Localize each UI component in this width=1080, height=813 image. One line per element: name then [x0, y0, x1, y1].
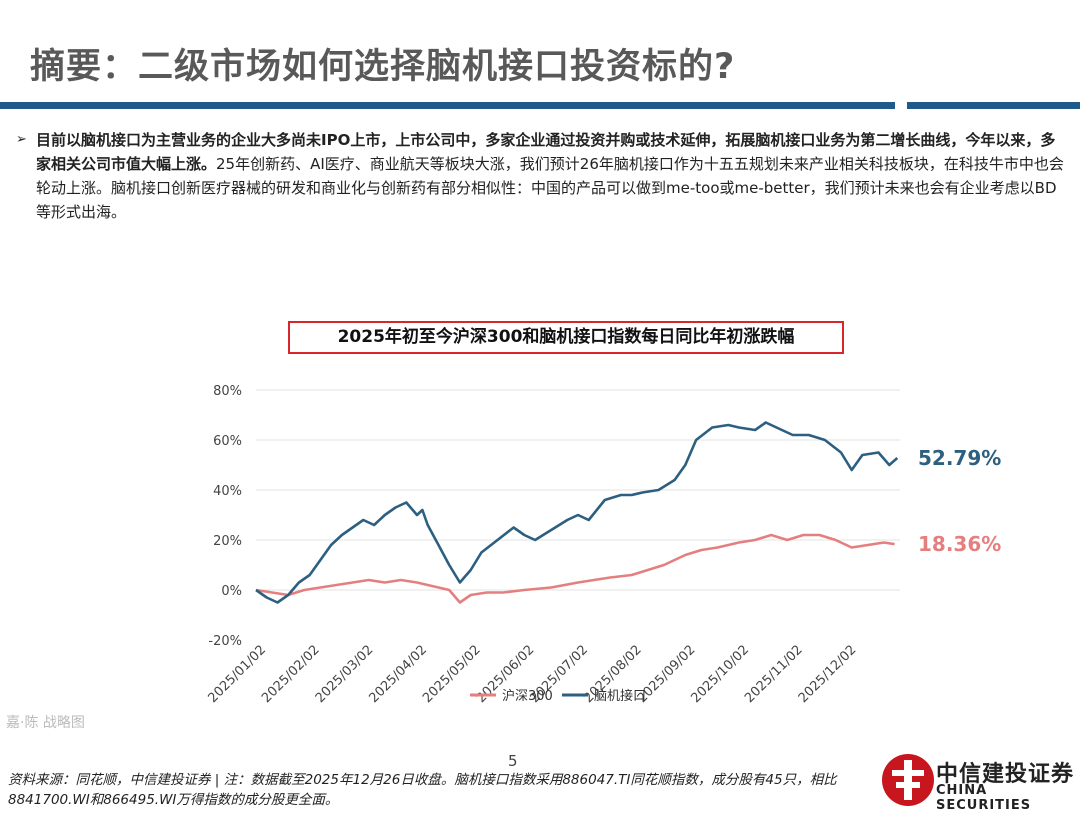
- series-line-1: [255, 421, 899, 604]
- line-chart: 80%60%40%20%0%-20%2025/01/022025/02/0220…: [205, 384, 1001, 706]
- title-divider: [0, 102, 895, 109]
- summary-paragraph: 目前以脑机接口为主营业务的企业大多尚未IPO上市，上市公司中，多家企业通过投资并…: [36, 128, 1066, 224]
- y-tick-label: 20%: [213, 534, 242, 549]
- chart-title: 2025年初至今沪深300和脑机接口指数每日同比年初涨跌幅: [288, 321, 844, 354]
- series-end-label: 18.36%: [918, 532, 1001, 556]
- y-tick-label: -20%: [208, 634, 242, 649]
- watermark: 嘉·陈 战略图: [6, 715, 85, 731]
- summary-text: 25年创新药、AI医疗、商业航天等板块大涨，我们预计26年脑机接口作为十五五规划…: [36, 155, 1064, 221]
- china-securities-logo-icon: [882, 754, 934, 806]
- y-tick-label: 40%: [213, 484, 242, 499]
- legend-label: 沪深300: [502, 688, 553, 704]
- bullet-arrow-icon: ➢: [16, 132, 27, 147]
- source-note: 资料来源：同花顺，中信建投证券 | 注：数据截至2025年12月26日收盘。脑机…: [8, 772, 837, 808]
- legend-label: 脑机接口: [594, 688, 646, 704]
- summary-bold: 目前以脑机接口为主营业务的企业大多尚未IPO上市，上市公司中，多家企业通过投资并…: [36, 131, 1056, 173]
- page-title: 摘要：二级市场如何选择脑机接口投资标的?: [30, 47, 736, 87]
- series-line-0: [255, 533, 895, 604]
- series-end-label: 52.79%: [918, 446, 1001, 470]
- x-tick-label: 2025/12/02: [796, 642, 860, 706]
- page-number: 5: [508, 752, 518, 770]
- logo-text-cn: 中信建投证券: [936, 762, 1075, 787]
- logo-text-en: CHINA SECURITIES: [936, 783, 1032, 813]
- title-divider-right: [907, 102, 1080, 109]
- y-tick-label: 60%: [213, 434, 242, 449]
- y-tick-label: 0%: [221, 584, 242, 599]
- y-tick-label: 80%: [213, 384, 242, 399]
